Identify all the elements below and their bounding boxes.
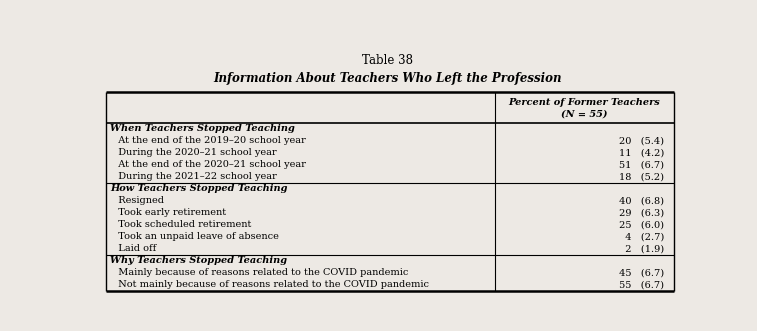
Text: Not mainly because of reasons related to the COVID pandemic: Not mainly because of reasons related to… — [113, 280, 429, 289]
Text: Took scheduled retirement: Took scheduled retirement — [113, 220, 252, 229]
Text: At the end of the 2020–21 school year: At the end of the 2020–21 school year — [113, 160, 307, 169]
Text: Took early retirement: Took early retirement — [113, 208, 226, 217]
Text: 45   (6.7): 45 (6.7) — [616, 268, 664, 277]
Text: Took an unpaid leave of absence: Took an unpaid leave of absence — [113, 232, 279, 241]
Text: At the end of the 2019–20 school year: At the end of the 2019–20 school year — [113, 136, 306, 145]
Text: During the 2021–22 school year: During the 2021–22 school year — [113, 172, 277, 181]
Text: 20   (5.4): 20 (5.4) — [619, 136, 664, 145]
Text: During the 2020–21 school year: During the 2020–21 school year — [113, 148, 277, 157]
Text: Percent of Former Teachers: Percent of Former Teachers — [508, 98, 660, 107]
Text: 29   (6.3): 29 (6.3) — [616, 208, 664, 217]
Text: 25   (6.0): 25 (6.0) — [616, 220, 664, 229]
Text: Information About Teachers Who Left the Profession: Information About Teachers Who Left the … — [213, 72, 562, 85]
Text: Mainly because of reasons related to the COVID pandemic: Mainly because of reasons related to the… — [113, 268, 409, 277]
Text: 40   (6.8): 40 (6.8) — [616, 196, 664, 205]
Text: Table 38: Table 38 — [363, 54, 413, 67]
Text: 55   (6.7): 55 (6.7) — [616, 280, 664, 289]
Text: How Teachers Stopped Teaching: How Teachers Stopped Teaching — [110, 184, 288, 193]
Text: Laid off: Laid off — [113, 244, 157, 253]
Text: 18   (5.2): 18 (5.2) — [619, 172, 664, 181]
Text: 4   (2.7): 4 (2.7) — [619, 232, 664, 241]
Text: 11   (4.2): 11 (4.2) — [619, 148, 664, 157]
Text: 2   (1.9): 2 (1.9) — [619, 244, 664, 253]
Text: Resigned: Resigned — [113, 196, 164, 205]
Text: (N = 55): (N = 55) — [561, 110, 607, 119]
Text: Why Teachers Stopped Teaching: Why Teachers Stopped Teaching — [110, 256, 287, 265]
Text: When Teachers Stopped Teaching: When Teachers Stopped Teaching — [110, 124, 295, 133]
Text: 51   (6.7): 51 (6.7) — [619, 160, 664, 169]
